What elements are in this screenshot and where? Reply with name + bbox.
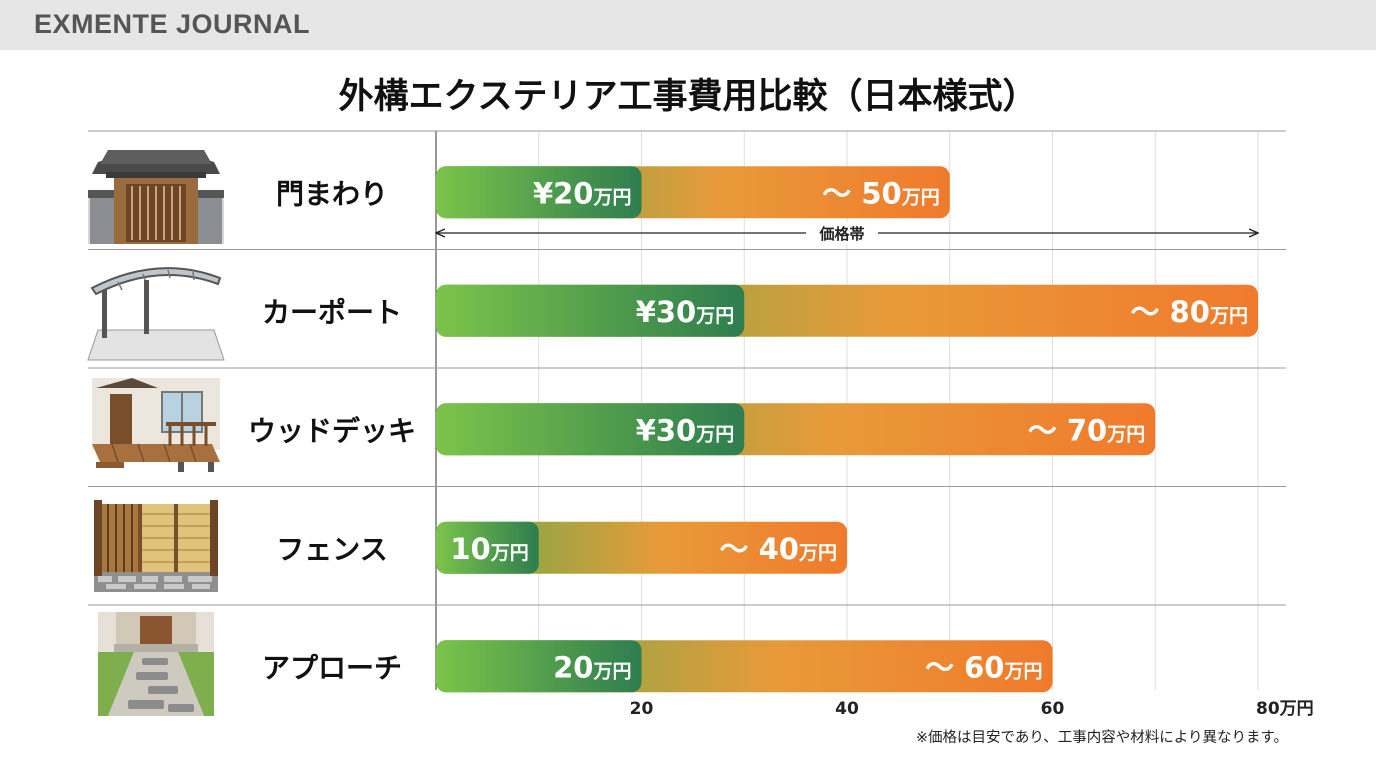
min-value-label: ¥30万円 (636, 295, 735, 329)
category-label: アプローチ (262, 651, 402, 684)
max-value-label: ～ 80万円 (1131, 295, 1248, 329)
brand-name: EXMENTE JOURNAL (34, 9, 311, 39)
brand-bar: EXMENTE JOURNAL (0, 0, 1376, 50)
category-label: フェンス (276, 533, 387, 566)
min-value-label: ¥30万円 (636, 413, 735, 447)
wood-deck-icon (92, 378, 220, 472)
min-bar (436, 166, 642, 219)
min-value-label: 20万円 (553, 650, 631, 684)
stone-approach-icon (98, 612, 214, 716)
japanese-gate-icon (88, 150, 224, 244)
x-tick-label: 20 (630, 699, 654, 719)
min-value-label: ¥20万円 (533, 176, 632, 210)
x-tick-label: 40 (835, 699, 859, 719)
category-label: 門まわり (276, 177, 388, 210)
min-bar (436, 521, 539, 574)
max-value-label: ～ 60万円 (925, 650, 1042, 684)
x-tick-label: 60 (1041, 699, 1065, 719)
min-bar (436, 640, 642, 693)
carport-icon (87, 267, 225, 361)
max-value-label: ～ 70万円 (1028, 413, 1145, 447)
max-value-label: ～ 50万円 (822, 176, 939, 210)
bamboo-fence-icon (94, 500, 218, 592)
min-bar (436, 403, 745, 456)
x-tick-label: 80万円 (1256, 699, 1314, 719)
category-label: カーポート (262, 296, 402, 329)
max-value-label: ～ 40万円 (720, 532, 837, 566)
category-label: ウッドデッキ (248, 414, 416, 447)
chart-title: 外構エクステリア工事費用比較（日本様式） (338, 77, 1038, 117)
min-bar (436, 284, 745, 337)
range-annotation: 価格帯 (818, 225, 864, 243)
min-value-label: 10万円 (450, 532, 528, 566)
footnote: ※価格は目安であり、工事内容や材料により異なります。 (915, 730, 1288, 746)
